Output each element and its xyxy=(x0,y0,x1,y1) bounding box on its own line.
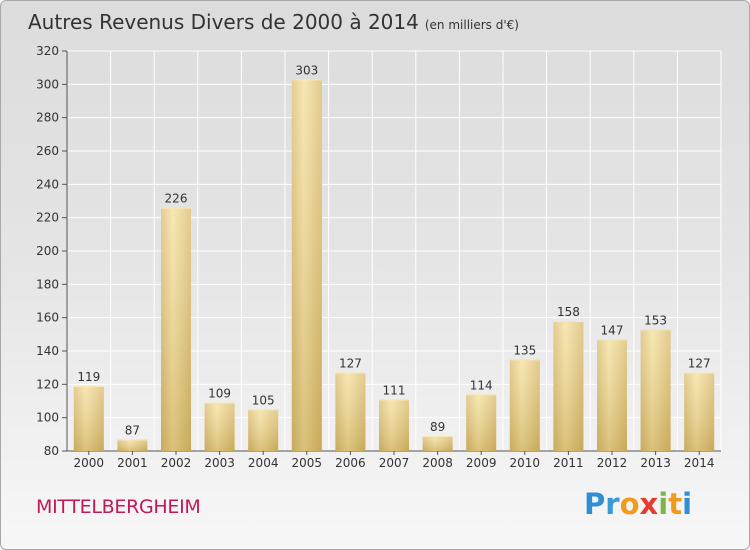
value-label: 119 xyxy=(77,370,100,384)
logo-letter: x xyxy=(639,487,659,521)
y-tick-label: 300 xyxy=(36,77,59,91)
x-tick-label: 2002 xyxy=(161,456,192,470)
value-label: 114 xyxy=(470,378,493,392)
chart-unit: (en milliers d'€) xyxy=(424,18,519,32)
value-label: 87 xyxy=(125,423,140,437)
x-tick-label: 2005 xyxy=(292,456,323,470)
commune-name: MITTELBERGHEIM xyxy=(36,496,201,518)
value-label: 158 xyxy=(557,305,580,319)
labels: 119 2000 87 2001 226 2002 109 2003 105 2004 303 200… xyxy=(74,63,715,470)
x-tick-label: 2008 xyxy=(422,456,453,470)
x-tick-label: 2001 xyxy=(117,456,148,470)
x-tick-label: 2009 xyxy=(466,456,497,470)
bar-shade xyxy=(161,207,191,451)
value-label: 303 xyxy=(295,63,318,77)
x-tick-label: 2014 xyxy=(684,456,715,470)
chart-title-text: Autres Revenus Divers de 2000 à 2014 xyxy=(28,10,419,34)
logo-letter: t xyxy=(668,487,683,521)
y-tick-label: 280 xyxy=(36,111,59,125)
chart-title: Autres Revenus Divers de 2000 à 2014 (en … xyxy=(28,10,519,34)
bar-shade xyxy=(379,399,409,451)
x-tick-label: 2004 xyxy=(248,456,279,470)
y-tick-label: 120 xyxy=(36,377,59,391)
x-tick-label: 2010 xyxy=(510,456,541,470)
bar-shade xyxy=(291,79,322,451)
logo-letter: P xyxy=(584,487,606,521)
bar-shade xyxy=(553,321,584,451)
x-tick-label: 2013 xyxy=(640,456,671,470)
x-tick-label: 2000 xyxy=(74,456,105,470)
x-tick-label: 2006 xyxy=(335,456,366,470)
y-tick-label: 260 xyxy=(36,144,59,158)
bar-shade xyxy=(422,436,453,451)
bar-shade xyxy=(640,329,671,451)
y-tick-label: 160 xyxy=(36,311,59,325)
value-label: 109 xyxy=(208,387,231,401)
y-tick-label: 140 xyxy=(36,344,59,358)
y-tick-label: 100 xyxy=(36,411,59,425)
bar-shade xyxy=(684,372,715,451)
bar-shade xyxy=(466,394,497,451)
value-label: 127 xyxy=(688,357,711,371)
x-tick-label: 2003 xyxy=(204,456,235,470)
bar-shade xyxy=(335,372,366,451)
bar-shade xyxy=(117,439,148,451)
logo-letter: i xyxy=(682,487,693,521)
value-label: 89 xyxy=(430,420,445,434)
bar-shade xyxy=(204,402,235,451)
value-label: 153 xyxy=(644,313,667,327)
value-label: 226 xyxy=(165,192,188,206)
y-tick-label: 80 xyxy=(44,444,59,458)
value-label: 127 xyxy=(339,357,362,371)
bars xyxy=(73,79,715,451)
value-label: 147 xyxy=(601,323,624,337)
y-tick-label: 180 xyxy=(36,277,59,291)
value-label: 105 xyxy=(252,393,275,407)
x-tick-label: 2011 xyxy=(553,456,584,470)
proxiti-logo: Proxiti xyxy=(584,487,692,521)
x-tick-label: 2007 xyxy=(379,456,410,470)
logo-letter: o xyxy=(619,487,640,521)
value-label: 111 xyxy=(383,383,406,397)
y-tick-label: 240 xyxy=(36,177,59,191)
y-tick-label: 200 xyxy=(36,244,59,258)
bar-shade xyxy=(248,409,279,451)
y-tick-label: 320 xyxy=(36,44,59,58)
value-label: 135 xyxy=(513,343,536,357)
bar-shade xyxy=(509,359,540,451)
logo-letter: i xyxy=(658,487,669,521)
logo-letter: r xyxy=(605,487,620,521)
bar-shade xyxy=(73,386,104,451)
x-tick-label: 2012 xyxy=(597,456,628,470)
bar-shade xyxy=(597,339,627,451)
y-tick-label: 220 xyxy=(36,211,59,225)
